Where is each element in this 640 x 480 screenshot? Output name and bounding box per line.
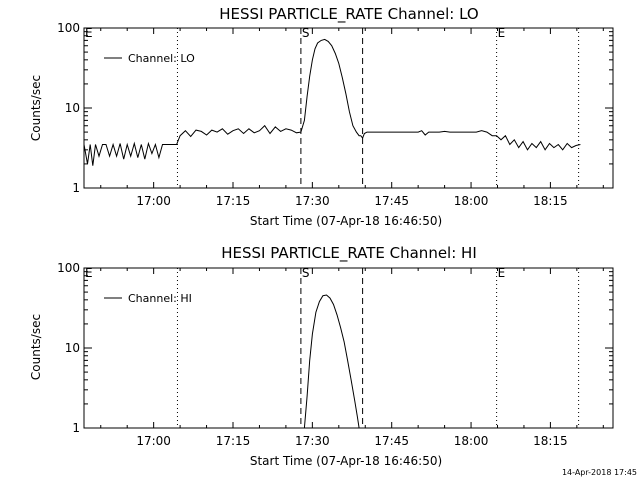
lo-series-line [83,38,581,166]
hi-x-tick-label: 17:15 [216,434,251,448]
lo-time-marker-label: E [498,26,506,40]
lo-y-axis-label: Counts/sec [29,75,43,141]
hi-y-tick-label: 1 [72,421,80,435]
lo-x-tick-label: 17:45 [374,194,409,208]
lo-channel-panel: HESSI PARTICLE_RATE Channel: LO Counts/s… [29,5,614,228]
lo-y-tick-label: 10 [65,101,80,115]
hi-series-line [303,294,360,429]
lo-x-axis-label: Start Time (07-Apr-18 16:46:50) [250,214,442,228]
hi-time-marker-label: E [498,266,506,280]
hi-x-axis-label: Start Time (07-Apr-18 16:46:50) [250,454,442,468]
hi-x-tick-label: 18:15 [533,434,568,448]
hi-y-tick-label: 10 [65,341,80,355]
lo-axis-ticks: 17:00 17:15 17:30 17:45 18:00 18:15 1 10 100 [57,21,613,208]
lo-time-marker-label: E [85,26,93,40]
hi-channel-panel: HESSI PARTICLE_RATE Channel: HI Counts/s… [29,244,614,468]
lo-x-tick-label: 17:30 [295,194,330,208]
hi-time-marker-label: S [302,266,310,280]
lo-x-tick-label: 18:00 [454,194,489,208]
lo-time-marker-label: S [302,26,310,40]
footer-timestamp: 14-Apr-2018 17:45 [562,468,637,477]
lo-y-tick-label: 1 [72,181,80,195]
lo-x-tick-label: 18:15 [533,194,568,208]
hi-legend-label: Channel: HI [128,292,192,305]
hi-y-tick-label: 100 [57,261,80,275]
hi-time-marker-label: E [85,266,93,280]
hi-chart-title: HESSI PARTICLE_RATE Channel: HI [221,244,477,263]
hi-x-tick-label: 17:30 [295,434,330,448]
lo-x-tick-label: 17:15 [216,194,251,208]
lo-x-tick-label: 17:00 [136,194,171,208]
hi-axis-ticks: 17:00 17:15 17:30 17:45 18:00 18:15 1 10 100 [57,261,613,448]
lo-y-tick-label: 100 [57,21,80,35]
hi-x-tick-label: 18:00 [454,434,489,448]
hi-y-axis-label: Counts/sec [29,314,43,380]
lo-chart-title: HESSI PARTICLE_RATE Channel: LO [219,5,478,24]
hi-x-tick-label: 17:45 [374,434,409,448]
lo-legend-label: Channel: LO [128,52,195,65]
hi-x-tick-label: 17:00 [136,434,171,448]
